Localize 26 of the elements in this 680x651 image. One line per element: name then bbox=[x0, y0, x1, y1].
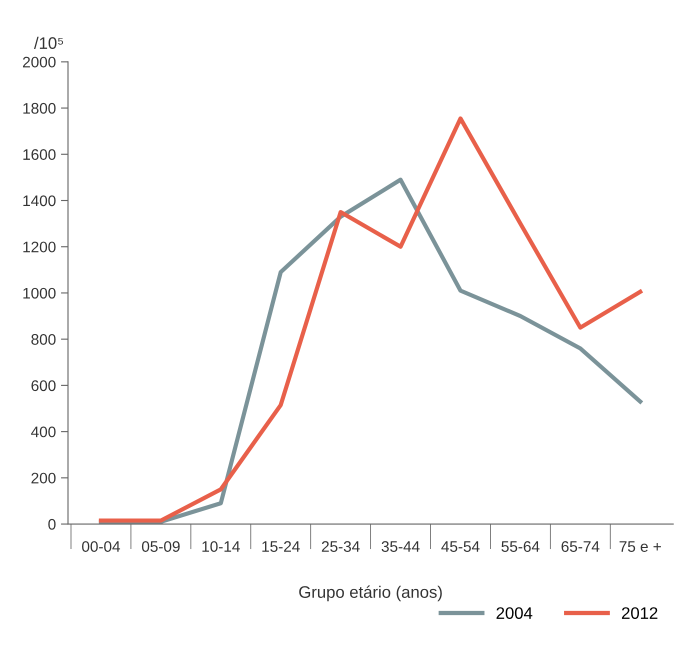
y-tick-label: 1200 bbox=[23, 242, 56, 252]
x-tick-label: 10-14 bbox=[202, 541, 240, 552]
x-tick-label: 15-24 bbox=[262, 541, 300, 552]
x-axis-title: Grupo etário (anos) bbox=[299, 586, 442, 602]
x-tick-label: 55-64 bbox=[501, 541, 540, 552]
x-tick-label: 65-74 bbox=[562, 541, 600, 552]
x-tick-label: 75 e + bbox=[620, 541, 661, 552]
x-tick-label: 45-54 bbox=[441, 541, 480, 552]
y-tick-label: 200 bbox=[31, 472, 56, 484]
y-tick-label: 0 bbox=[48, 518, 56, 530]
y-tick-label: 1800 bbox=[23, 102, 56, 114]
x-tick-label: 35-44 bbox=[382, 541, 420, 552]
y-tick-label: 1400 bbox=[23, 195, 56, 206]
y-tick-label: 800 bbox=[31, 334, 56, 345]
line-series bbox=[98, 116, 642, 523]
legend-label: 2012 bbox=[622, 607, 658, 619]
x-tick-label: 05-09 bbox=[142, 541, 180, 552]
y-tick-label: 400 bbox=[31, 426, 56, 438]
y-tick-label: 1000 bbox=[23, 288, 56, 299]
y-tick-label: 2000 bbox=[22, 56, 56, 68]
legend-label: 2004 bbox=[496, 607, 532, 619]
x-tick-label: 00-04 bbox=[82, 541, 120, 552]
y-tick-label: 600 bbox=[31, 380, 56, 392]
x-tick-label: 25-34 bbox=[322, 541, 360, 552]
y-axis-title: /10⁵ bbox=[34, 36, 64, 49]
y-tick-label: 1600 bbox=[23, 149, 56, 160]
